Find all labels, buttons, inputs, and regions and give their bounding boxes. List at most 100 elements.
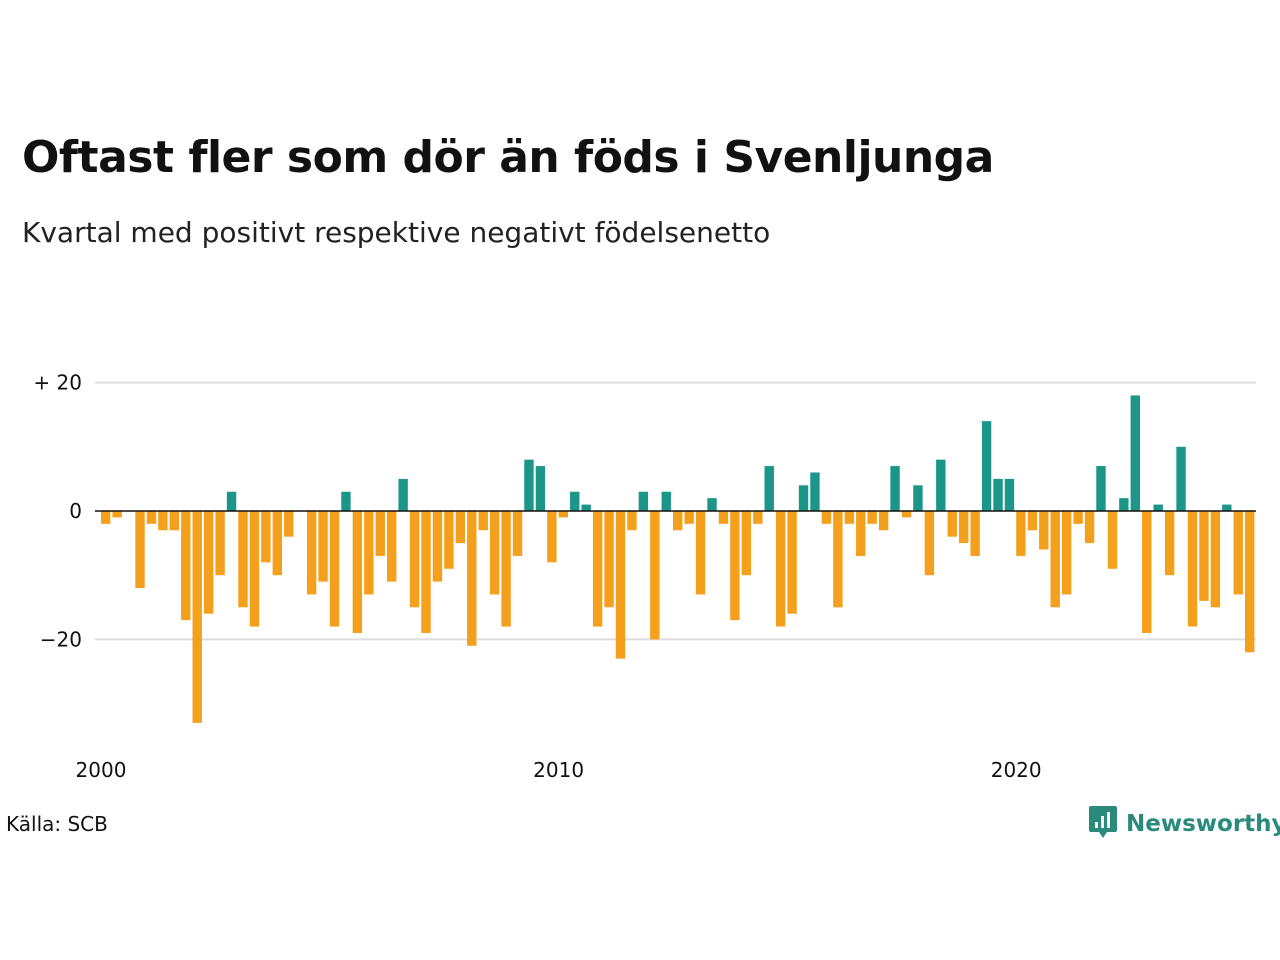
bar-negative <box>306 511 317 595</box>
bar-negative <box>1199 511 1209 601</box>
bar-negative <box>135 511 145 589</box>
bar-negative <box>421 511 431 633</box>
bar-negative <box>1039 511 1049 550</box>
bar-negative <box>856 511 866 556</box>
bar-negative <box>592 511 603 627</box>
bar-negative <box>627 511 637 531</box>
bar-negative <box>695 511 706 595</box>
bar-negative <box>261 511 271 563</box>
chart-title: Oftast fler som dör än föds i Svenljunga <box>22 132 994 183</box>
bar-negative <box>1073 511 1083 524</box>
bar-negative <box>272 511 282 576</box>
bar-positive <box>398 478 408 511</box>
bar-negative <box>741 511 752 576</box>
bar-negative <box>409 511 420 608</box>
bar-negative <box>775 511 786 627</box>
bar-negative <box>650 511 660 640</box>
y-tick-label: −20 <box>40 627 82 651</box>
bar-positive <box>936 459 946 511</box>
bar-negative <box>901 511 912 518</box>
newsworthy-logo-icon <box>1088 804 1118 844</box>
bar-negative <box>970 511 980 556</box>
y-tick-label: + 20 <box>33 371 82 395</box>
axes: + 20 0 −20 2000 2010 2020 <box>33 371 1256 782</box>
bar-positive <box>981 421 992 511</box>
bar-negative <box>467 511 477 646</box>
bar-positive <box>913 485 923 511</box>
bar-negative <box>318 511 328 582</box>
bar-negative <box>215 511 225 576</box>
bar-negative <box>387 511 397 582</box>
bar-positive <box>535 466 546 511</box>
bar-negative <box>501 511 511 627</box>
bar-positive <box>524 459 534 511</box>
bar-negative <box>753 511 763 524</box>
bar-negative <box>947 511 957 537</box>
bar-positive <box>1153 504 1163 511</box>
bar-negative <box>1142 511 1152 633</box>
x-tick-label: 2020 <box>991 758 1042 782</box>
bar-negative <box>1187 511 1198 627</box>
bar-negative <box>192 511 202 723</box>
bar-negative <box>1245 511 1255 653</box>
bar-positive <box>707 498 717 511</box>
bar-positive <box>1096 466 1106 511</box>
bar-negative <box>112 511 122 518</box>
bar-positive <box>1119 498 1129 511</box>
bar-negative <box>352 511 363 633</box>
bar-positive <box>1004 478 1015 511</box>
bar-negative <box>181 511 191 621</box>
bar-negative <box>512 511 523 556</box>
source-note: Källa: SCB <box>6 812 108 836</box>
bar-negative <box>673 511 683 531</box>
bar-negative <box>364 511 374 595</box>
bar-negative <box>203 511 214 614</box>
bar-negative <box>238 511 248 608</box>
bar-negative <box>1210 511 1221 608</box>
bar-negative <box>432 511 443 582</box>
bar-negative <box>169 511 180 531</box>
bar-negative <box>284 511 294 537</box>
bar-negative <box>1050 511 1060 608</box>
bar-negative <box>844 511 854 524</box>
bar-negative <box>867 511 877 524</box>
bar-negative <box>158 511 168 531</box>
bar-negative <box>249 511 260 627</box>
bar-positive <box>1130 395 1140 511</box>
bar-negative <box>558 511 568 518</box>
bar-negative <box>1016 511 1026 556</box>
bars <box>101 395 1255 723</box>
brand-name: Newsworthy <box>1126 811 1280 837</box>
bar-negative <box>1027 511 1038 531</box>
bar-negative <box>833 511 843 608</box>
bar-negative <box>375 511 385 556</box>
bar-negative <box>455 511 466 544</box>
bar-negative <box>489 511 500 595</box>
bar-negative <box>878 511 889 531</box>
bar-positive <box>798 485 809 511</box>
bar-negative <box>684 511 694 524</box>
bar-negative <box>329 511 340 627</box>
bar-negative <box>101 511 111 524</box>
bar-negative <box>478 511 488 531</box>
x-tick-label: 2010 <box>533 758 584 782</box>
bar-negative <box>730 511 740 621</box>
bar-negative <box>146 511 157 524</box>
grid-lines <box>95 381 1256 641</box>
bar-positive <box>570 491 580 511</box>
bar-negative <box>615 511 626 659</box>
bar-positive <box>1222 504 1232 511</box>
bar-positive <box>993 478 1003 511</box>
bar-positive <box>581 504 591 511</box>
bar-positive <box>764 466 774 511</box>
bar-negative <box>1084 511 1095 544</box>
bar-negative <box>1164 511 1175 576</box>
bar-negative <box>547 511 557 563</box>
y-tick-label: 0 <box>69 499 82 523</box>
bar-negative <box>718 511 729 524</box>
x-tick-label: 2000 <box>76 758 127 782</box>
bar-negative <box>959 511 969 544</box>
bar-negative <box>1233 511 1243 595</box>
brand-logo[interactable]: Newsworthy <box>1088 804 1280 844</box>
